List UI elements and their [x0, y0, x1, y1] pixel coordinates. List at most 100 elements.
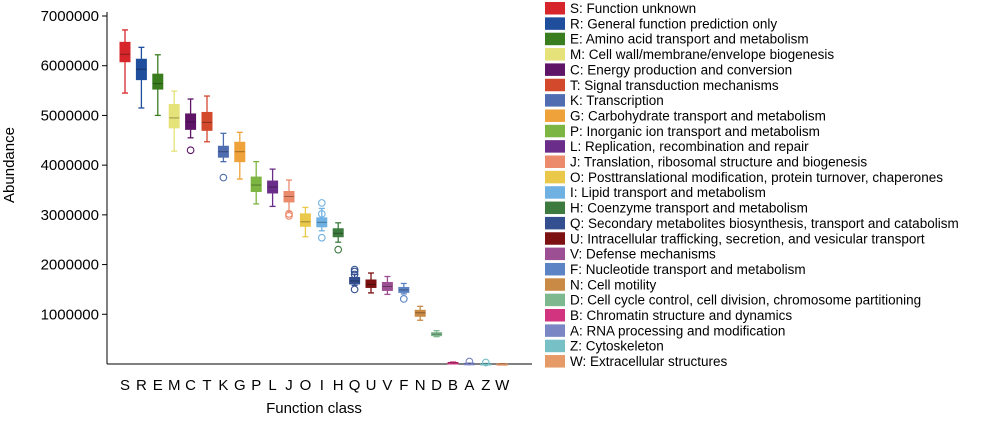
box-rect [480, 363, 492, 366]
box-rect [398, 286, 410, 293]
legend-swatch [545, 186, 565, 199]
legend-item: W: Extracellular structures [545, 354, 728, 369]
legend-swatch [545, 63, 565, 76]
box-rect [267, 180, 279, 194]
legend-swatch [545, 48, 565, 61]
legend-label: Q: Secondary metabolites biosynthesis, t… [570, 216, 959, 231]
x-tick-label: N [415, 377, 426, 394]
box-series [119, 29, 508, 367]
legend-label: P: Inorganic ion transport and metabolis… [570, 124, 820, 139]
box-E [152, 54, 164, 117]
legend-swatch [545, 355, 565, 368]
legend-label: G: Carbohydrate transport and metabolism [570, 108, 826, 123]
legend-swatch [545, 339, 565, 353]
legend-item: M: Cell wall/membrane/envelope biogenesi… [545, 47, 834, 62]
x-tick-label: Q [349, 377, 361, 394]
legend-item: N: Cell motility [545, 277, 657, 292]
legend-item: L: Replication, recombination and repair [545, 139, 809, 154]
x-tick-label: U [366, 377, 377, 394]
legend-swatch [545, 247, 565, 261]
y-tick-label: 3000000 [41, 207, 99, 224]
legend-label: B: Chromatin structure and dynamics [570, 308, 792, 323]
legend-swatch [545, 124, 565, 138]
legend-label: Z: Cytoskeleton [570, 339, 664, 354]
legend-item: C: Energy production and conversion [545, 62, 792, 77]
legend-label: D: Cell cycle control, cell division, ch… [570, 293, 921, 308]
box-G [234, 131, 246, 180]
box-F [398, 282, 410, 303]
legend-item: A: RNA processing and modification [545, 323, 785, 338]
legend-label: L: Replication, recombination and repair [570, 139, 809, 154]
x-tick-label: G [234, 377, 246, 394]
outlier-point [317, 199, 326, 207]
box-B [447, 361, 459, 365]
x-tick-label: F [399, 377, 408, 394]
legend-swatch [545, 324, 565, 337]
legend-label: M: Cell wall/membrane/envelope biogenesi… [570, 47, 834, 62]
legend-item: U: Intracellular trafficking, secretion,… [545, 231, 925, 246]
box-H [332, 222, 344, 254]
box-T [201, 95, 213, 143]
box-I [316, 199, 328, 242]
box-rect [365, 279, 377, 288]
legend-label: H: Coenzyme transport and metabolism [570, 201, 808, 216]
x-tick-label: B [448, 377, 458, 394]
legend-swatch [545, 309, 565, 322]
box-A [463, 357, 475, 366]
outlier-point [317, 233, 326, 242]
box-rect [250, 176, 262, 192]
x-tick-label: E [153, 377, 163, 394]
outlier-point [350, 285, 359, 294]
box-C [185, 98, 197, 155]
box-rect [332, 228, 344, 238]
legend-swatch [545, 278, 565, 291]
legend-swatch [545, 140, 565, 153]
x-tick-label: W [495, 377, 510, 394]
outlier-point [285, 212, 293, 220]
legend-item: J: Translation, ribosomal structure and … [545, 155, 867, 170]
legend-item: S: Function unknown [545, 1, 696, 16]
y-tick-label: 2000000 [41, 257, 99, 274]
box-rect [152, 73, 164, 90]
legend-swatch [545, 109, 565, 122]
legend-swatch [545, 78, 565, 92]
box-P [250, 161, 262, 205]
x-tick-label: A [464, 377, 474, 394]
box-O [299, 206, 311, 238]
x-tick-label: D [431, 377, 442, 394]
outlier-point [317, 210, 326, 218]
y-tick-label: 1000000 [41, 306, 99, 323]
outlier-point [219, 173, 228, 182]
x-axis-title: Function class [266, 400, 362, 416]
box-rect [135, 58, 147, 81]
box-Z [480, 358, 492, 367]
y-axis-title: Abundance [1, 127, 18, 203]
x-tick-label: J [285, 377, 293, 394]
legend-item: K: Transcription [545, 93, 664, 108]
legend-swatch [545, 2, 565, 15]
legend-label: C: Energy production and conversion [570, 62, 792, 77]
box-S [119, 29, 131, 94]
legend-swatch [545, 94, 565, 107]
legend-swatch [545, 262, 565, 276]
box-rect [299, 213, 311, 227]
legend-swatch [545, 17, 565, 30]
x-tick-label: L [268, 377, 276, 394]
x-tick-label: I [320, 377, 324, 394]
outlier-point [481, 358, 490, 367]
x-tick-label: H [333, 377, 344, 394]
legend-label: U: Intracellular trafficking, secretion,… [570, 231, 925, 246]
legend-swatch [545, 216, 565, 230]
box-J [283, 179, 295, 220]
box-N [414, 305, 426, 321]
legend-item: V: Defense mechanisms [545, 247, 716, 262]
outlier-point [399, 295, 408, 303]
legend-label: V: Defense mechanisms [570, 247, 716, 262]
y-tick-label: 5000000 [41, 107, 99, 124]
legend-item: E: Amino acid transport and metabolism [545, 32, 809, 47]
box-L [267, 168, 279, 208]
legend-item: D: Cell cycle control, cell division, ch… [545, 293, 921, 308]
outlier-point [350, 265, 359, 274]
